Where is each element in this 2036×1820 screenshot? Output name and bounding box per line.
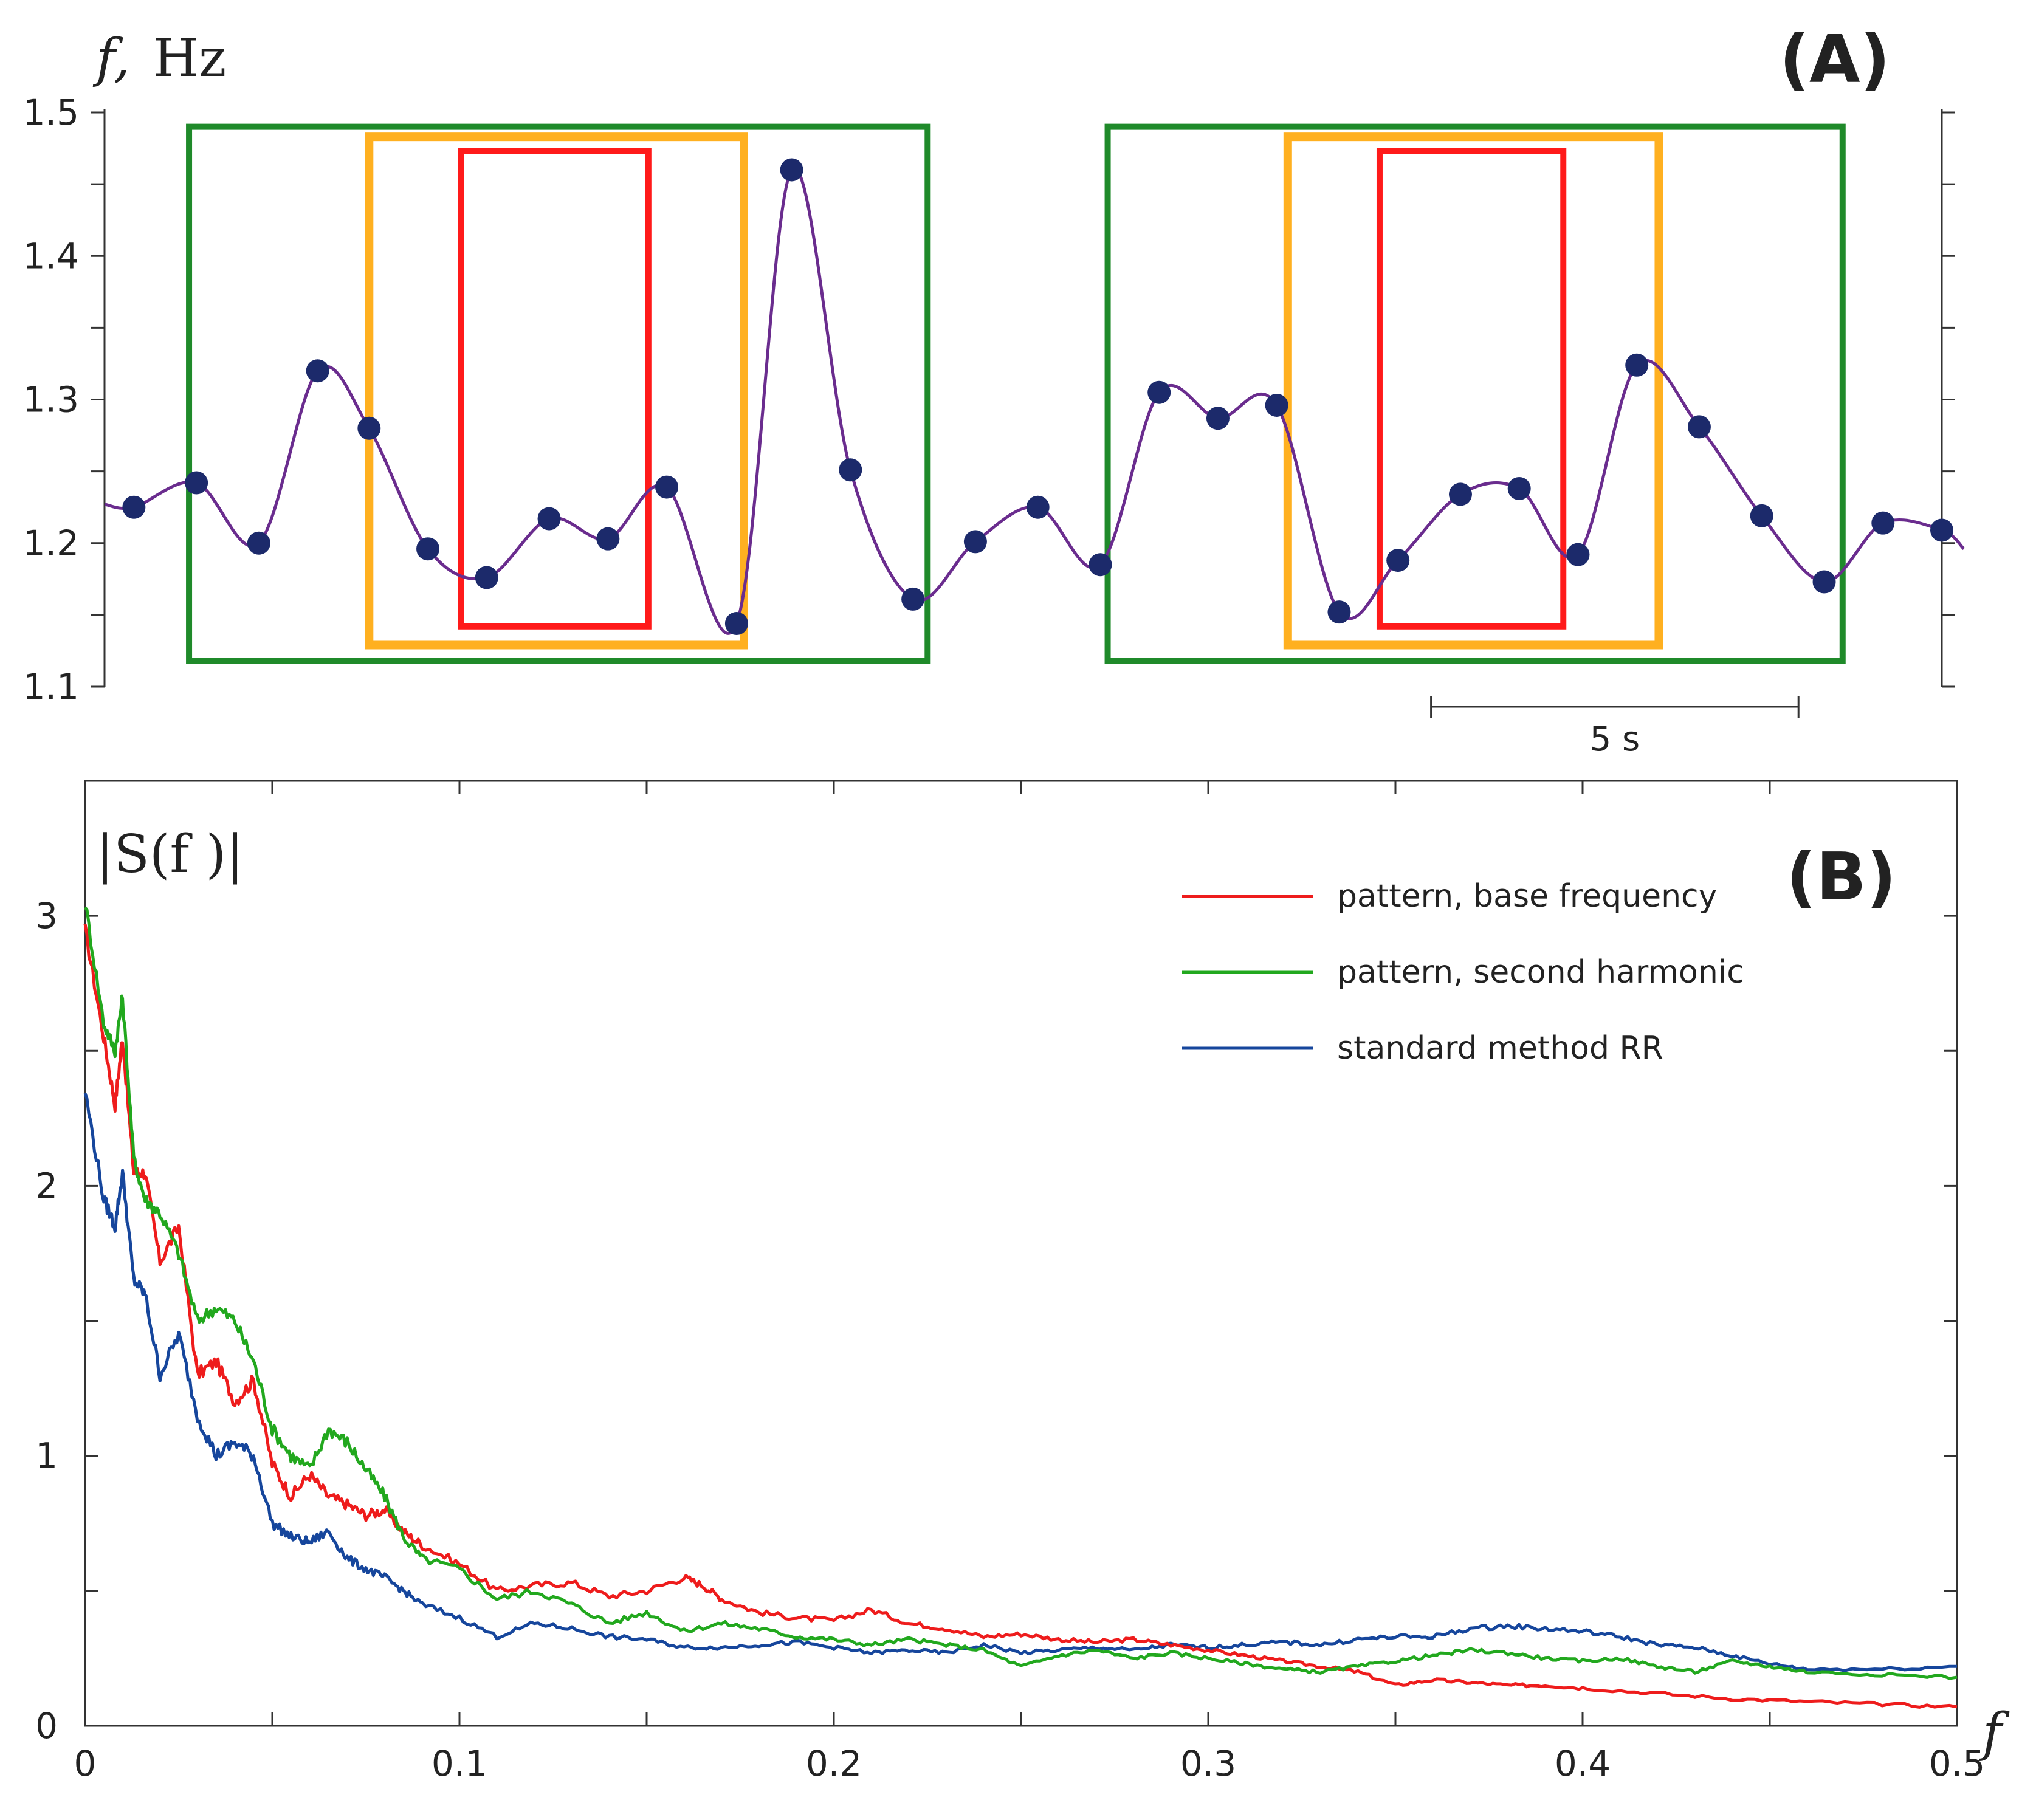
data-point: [901, 587, 925, 611]
series-line: [83, 906, 1958, 1680]
panel-a-ytick-label: 1.2: [23, 523, 79, 564]
data-point: [1448, 482, 1472, 506]
data-point: [122, 495, 146, 519]
legend-label: standard method RR: [1337, 1030, 1663, 1066]
panel-b-ytick-label: 3: [35, 895, 58, 936]
pattern-box: [186, 123, 931, 664]
pattern-box: [1283, 132, 1663, 650]
panel-a-ytick-label: 1.1: [23, 666, 79, 707]
panel-a-ytick-label: 1.4: [23, 235, 79, 276]
panel-a-label: (A): [1780, 22, 1890, 98]
data-point: [1507, 476, 1531, 500]
legend-label: pattern, base frequency: [1337, 878, 1717, 915]
panel-a-ylabel-var: f,: [92, 28, 130, 89]
panel-b-label: (B): [1786, 839, 1896, 915]
data-point: [1687, 415, 1711, 439]
panel-b-xtick-label: 0: [74, 1743, 97, 1784]
data-point: [1812, 570, 1836, 594]
data-point: [1750, 504, 1773, 527]
legend: pattern, base frequency pattern, second …: [1182, 878, 1744, 1066]
data-point: [1930, 518, 1953, 542]
data-point: [1026, 495, 1050, 519]
legend-item: pattern, second harmonic: [1182, 954, 1744, 991]
data-point: [1147, 380, 1171, 404]
data-point: [780, 158, 803, 182]
legend-label: pattern, second harmonic: [1337, 954, 1744, 991]
panel-a-data-points: [122, 158, 1953, 636]
panel-b-ticks: 0 0.1 0.2 0.3 0.4 0.5 0 1 2 3: [35, 781, 1985, 1784]
panel-a: 1.1 1.2 1.3 1.4 1.5 f, Hz (A) 5 s: [23, 22, 1965, 759]
data-point: [596, 527, 620, 551]
data-point: [416, 537, 440, 561]
data-point: [1089, 553, 1112, 577]
data-point: [1386, 549, 1410, 572]
data-point: [247, 531, 270, 555]
data-point: [357, 416, 381, 440]
legend-item: standard method RR: [1182, 1030, 1663, 1066]
panel-b-xtick-label: 0.4: [1555, 1743, 1611, 1784]
panel-b-xtick-label: 0.3: [1180, 1743, 1236, 1784]
pattern-box: [365, 132, 749, 650]
panel-a-ytick-label: 1.5: [23, 92, 79, 133]
data-point: [1566, 543, 1590, 566]
pattern-box: [1376, 148, 1567, 630]
data-point: [724, 612, 748, 636]
panel-a-ytick-label: 1.3: [23, 379, 79, 421]
panel-b-xtick-label: 0.5: [1929, 1743, 1985, 1784]
scale-bar: 5 s: [1430, 696, 1800, 759]
data-point: [1327, 600, 1351, 624]
panel-b-ytick-label: 1: [35, 1435, 58, 1477]
series-line: [83, 924, 1958, 1709]
panel-a-pattern-boxes: [186, 123, 1846, 664]
data-point: [1625, 353, 1649, 377]
data-point: [655, 475, 679, 499]
data-point: [1265, 393, 1288, 417]
data-point: [1871, 511, 1895, 535]
panel-a-frequency-curve: [104, 167, 1965, 635]
panel-a-y-ticks: 1.1 1.2 1.3 1.4 1.5: [23, 92, 1955, 707]
series-line: [83, 1093, 1957, 1672]
data-point: [839, 458, 862, 482]
legend-item: pattern, base frequency: [1182, 878, 1717, 915]
panel-b-xtick-label: 0.2: [806, 1743, 862, 1784]
panel-b-ytick-label: 2: [35, 1165, 58, 1206]
panel-b-ylabel: |S(f )|: [96, 824, 244, 885]
data-point: [1206, 407, 1230, 430]
data-point: [963, 530, 987, 554]
pattern-box: [1104, 123, 1846, 664]
panel-b-xtick-label: 0.1: [432, 1743, 487, 1784]
panel-b-ytick-label: 0: [35, 1705, 58, 1746]
data-point: [185, 471, 208, 495]
data-point: [537, 507, 561, 531]
panel-b-series: [83, 906, 1958, 1709]
data-point: [306, 359, 329, 383]
pattern-box: [458, 148, 652, 630]
data-point: [475, 566, 498, 589]
panel-a-ylabel-unit: Hz: [153, 28, 226, 89]
scale-bar-label: 5 s: [1590, 719, 1640, 759]
